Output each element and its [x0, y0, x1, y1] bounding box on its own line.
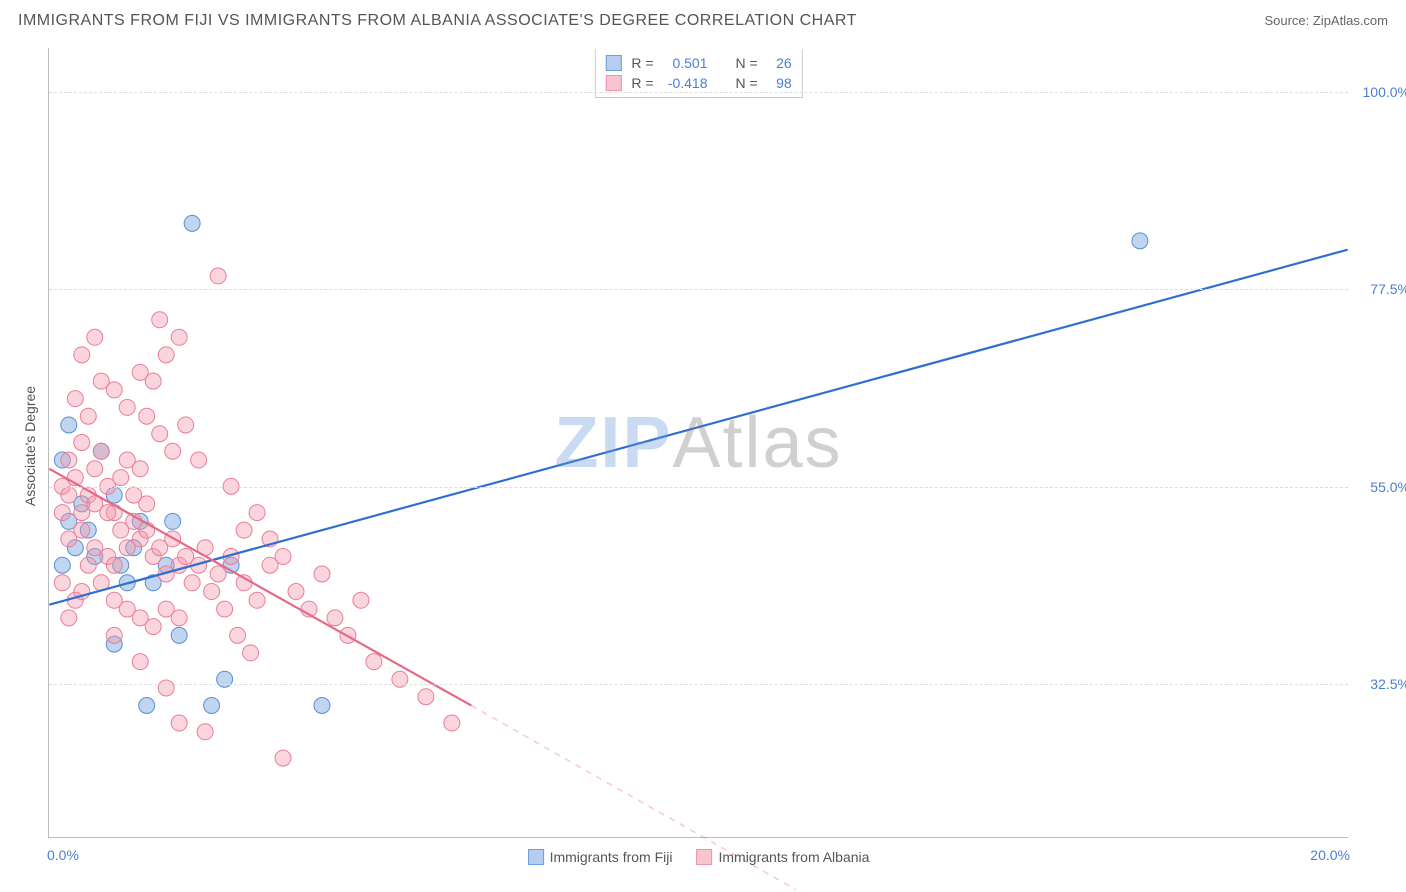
n-value-albania: 98	[768, 75, 792, 91]
n-label: N =	[736, 55, 758, 71]
y-tick-label: 77.5%	[1354, 281, 1406, 297]
scatter-chart: ZIPAtlas R = 0.501 N = 26 R = -0.418 N =…	[48, 48, 1348, 838]
series-legend: Immigrants from Fiji Immigrants from Alb…	[528, 849, 870, 865]
source-attribution: Source: ZipAtlas.com	[1264, 13, 1388, 28]
r-label: R =	[631, 75, 653, 91]
gridline	[49, 684, 1348, 685]
swatch-fiji	[528, 849, 544, 865]
y-tick-label: 100.0%	[1354, 84, 1406, 100]
x-tick-left: 0.0%	[47, 847, 79, 863]
swatch-albania	[605, 75, 621, 91]
gridline	[49, 487, 1348, 488]
stats-legend: R = 0.501 N = 26 R = -0.418 N = 98	[594, 49, 802, 98]
n-label: N =	[736, 75, 758, 91]
chart-title: IMMIGRANTS FROM FIJI VS IMMIGRANTS FROM …	[18, 12, 857, 30]
plot-svg	[49, 48, 1348, 837]
swatch-fiji	[605, 55, 621, 71]
legend-label-albania: Immigrants from Albania	[718, 849, 869, 865]
swatch-albania	[696, 849, 712, 865]
chart-header: IMMIGRANTS FROM FIJI VS IMMIGRANTS FROM …	[18, 12, 1388, 30]
y-axis-label: Associate's Degree	[22, 386, 38, 506]
stats-row-fiji: R = 0.501 N = 26	[605, 53, 791, 73]
gridline	[49, 92, 1348, 93]
r-value-fiji: 0.501	[664, 55, 708, 71]
r-label: R =	[631, 55, 653, 71]
gridline	[49, 289, 1348, 290]
legend-label-fiji: Immigrants from Fiji	[550, 849, 673, 865]
source-prefix: Source:	[1264, 13, 1312, 28]
stats-row-albania: R = -0.418 N = 98	[605, 73, 791, 93]
x-tick-right: 20.0%	[1310, 847, 1350, 863]
legend-item-albania: Immigrants from Albania	[696, 849, 869, 865]
source-link[interactable]: ZipAtlas.com	[1313, 13, 1388, 28]
y-tick-label: 55.0%	[1354, 479, 1406, 495]
r-value-albania: -0.418	[664, 75, 708, 91]
y-tick-label: 32.5%	[1354, 676, 1406, 692]
n-value-fiji: 26	[768, 55, 792, 71]
legend-item-fiji: Immigrants from Fiji	[528, 849, 673, 865]
